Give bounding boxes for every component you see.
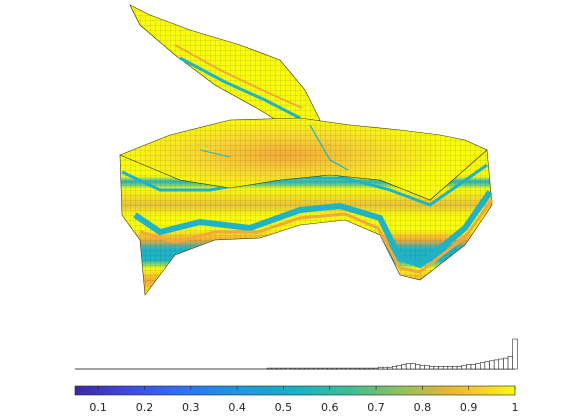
reservoir-fault-line-2 — [199, 149, 231, 158]
histogram-bar — [392, 366, 398, 370]
histogram-bar — [368, 367, 374, 370]
reservoir-arm-stripe-2 — [174, 44, 303, 109]
colorbar-tick-label: 0.4 — [228, 401, 246, 414]
histogram-bar — [484, 361, 490, 370]
histogram-bar — [466, 364, 472, 370]
reservoir-fault-line — [309, 124, 349, 171]
histogram-bar — [452, 366, 458, 370]
histogram-bar — [447, 366, 453, 370]
histogram-bar — [290, 367, 296, 370]
histogram-bar — [299, 367, 305, 370]
histogram-bar — [419, 365, 425, 370]
reservoir-grid-3d — [119, 4, 494, 296]
histogram-bar — [456, 366, 462, 370]
histogram-bar — [433, 366, 439, 370]
histogram-bar — [424, 365, 430, 370]
histogram-bar — [359, 367, 365, 370]
histogram-bar — [285, 367, 291, 370]
colorbar-tick-label: 0.1 — [89, 401, 107, 414]
histogram-bar — [373, 367, 379, 370]
histogram-bar — [304, 367, 310, 370]
histogram-bar — [475, 363, 481, 370]
colorbar-gradient — [74, 385, 516, 396]
histogram-bar — [280, 367, 286, 370]
colorbar: 0.1 0.2 0.3 0.4 0.5 0.6 0.7 0.8 0.9 1 — [74, 385, 519, 414]
histogram-bar — [345, 367, 351, 370]
histogram — [75, 338, 518, 370]
histogram-bar — [410, 363, 416, 370]
histogram-bar — [378, 366, 384, 370]
histogram-bar — [266, 367, 273, 370]
reservoir-cyan-layer — [133, 190, 493, 269]
histogram-bar — [512, 338, 518, 370]
colorbar-tick-label: 0.2 — [136, 401, 154, 414]
histogram-bar — [382, 366, 388, 370]
histogram-bar — [442, 366, 449, 370]
histogram-bar — [401, 364, 407, 370]
histogram-bar — [341, 367, 347, 370]
histogram-bar — [271, 367, 277, 370]
histogram-bar — [489, 360, 495, 370]
colorbar-tick-label: 1 — [512, 401, 519, 414]
histogram-bar — [438, 366, 444, 370]
histogram-bar — [313, 367, 319, 370]
reservoir-arm-mesh — [130, 5, 320, 135]
histogram-bar — [336, 367, 342, 370]
histogram-bar — [354, 367, 361, 370]
histogram-bar — [308, 367, 314, 370]
colorbar-ticks: 0.1 0.2 0.3 0.4 0.5 0.6 0.7 0.8 0.9 1 — [89, 386, 519, 414]
reservoir-arm-stripe — [179, 56, 301, 120]
histogram-bar — [387, 366, 393, 370]
histogram-bar — [470, 364, 476, 370]
reservoir-body-top-mesh — [120, 118, 487, 200]
histogram-bar — [331, 367, 337, 370]
histogram-bar — [507, 356, 513, 370]
histogram-bar — [503, 357, 509, 370]
histogram-bar — [480, 362, 486, 370]
colorbar-tick-label: 0.5 — [275, 401, 293, 414]
histogram-bar — [405, 363, 412, 370]
histogram-bar — [396, 365, 402, 370]
histogram-bar — [350, 367, 356, 370]
colorbar-tick-label: 0.3 — [182, 401, 200, 414]
histogram-bar — [294, 367, 300, 370]
histogram-bar — [327, 367, 333, 370]
histogram-bar — [461, 365, 467, 370]
histogram-bar — [493, 359, 500, 370]
histogram-bar — [498, 358, 504, 370]
colorbar-tick-label: 0.6 — [321, 401, 339, 414]
histogram-bar — [317, 367, 324, 370]
colorbar-tick-label: 0.8 — [414, 401, 432, 414]
colorbar-tick-label: 0.9 — [460, 401, 478, 414]
histogram-bar — [415, 364, 421, 370]
colorbar-tick-label: 0.7 — [367, 401, 385, 414]
histogram-bar — [429, 366, 435, 370]
histogram-bar — [322, 367, 328, 370]
reservoir-orange-layer — [139, 199, 494, 274]
histogram-bar — [276, 367, 282, 370]
histogram-bar — [364, 367, 370, 370]
